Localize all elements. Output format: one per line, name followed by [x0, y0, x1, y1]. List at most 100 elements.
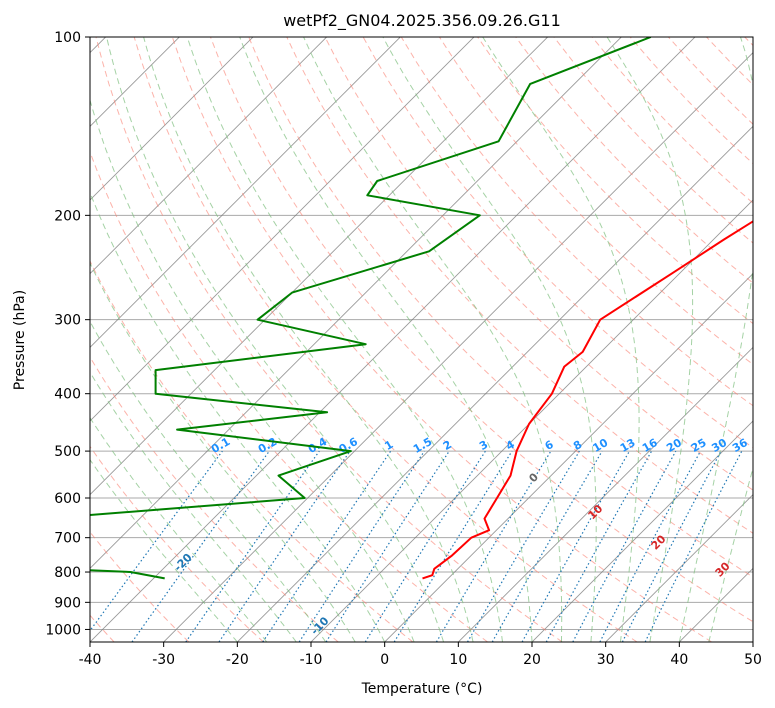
dry-adiabat-line [591, 37, 753, 204]
moist-adiabat-line [143, 37, 474, 642]
mixing-ratio-line [572, 450, 677, 642]
y-tick-label: 600 [54, 491, 81, 507]
isotherm-line [752, 641, 753, 642]
mixing-ratio-lines [90, 450, 743, 642]
isotherm-line [90, 37, 696, 642]
isotherm-line [310, 199, 753, 642]
dry-adiabat-line [400, 37, 753, 407]
dry-adiabat-line [90, 150, 488, 642]
isotherm-line [457, 346, 753, 642]
moist-adiabat-line [106, 37, 445, 642]
isotherm-line [236, 125, 753, 642]
isotherm-line [531, 420, 753, 642]
moist-adiabat-label: 10 [585, 502, 605, 522]
mixing-ratio-line [185, 450, 320, 642]
y-axis-label: Pressure (hPa) [12, 290, 28, 390]
moist-adiabat-lines [90, 37, 753, 642]
x-tick-label: 50 [744, 652, 762, 668]
plot-frame [89, 36, 754, 643]
dry-adiabat-line [770, 24, 775, 642]
dry-adiabat-line [248, 37, 753, 578]
moist-adiabat-line [90, 416, 268, 642]
mixing-ratio-line [545, 450, 653, 642]
plot-area: 0.10.20.40.611.52346810131620253036-100-… [0, 10, 775, 654]
dry-adiabat-line [209, 37, 753, 623]
mixing-ratio-label: 30 [709, 436, 729, 455]
dry-adiabat-line [133, 37, 638, 642]
dewpoint-line [90, 37, 652, 580]
isotherm-line [163, 52, 753, 642]
y-tick-label: 400 [54, 387, 81, 403]
moist-adiabat-line [606, 37, 694, 642]
y-tick-label: 800 [54, 565, 81, 581]
mixing-ratio-label: 10 [591, 436, 611, 455]
mixing-ratio-line [364, 450, 486, 642]
isotherm-line [90, 37, 549, 496]
mixing-ratio-line [218, 450, 351, 642]
moist-adiabat-line [482, 37, 640, 642]
dry-adiabat-lines [90, 24, 775, 642]
dry-adiabat-line [90, 445, 264, 642]
mixing-ratio-line [90, 450, 223, 632]
isotherm-line [90, 37, 328, 275]
dry-adiabat-line [515, 37, 753, 284]
y-tick-label: 900 [54, 595, 81, 611]
mixing-ratio-label: 25 [689, 436, 709, 455]
isotherm-line [678, 567, 753, 642]
moist-adiabat-line [678, 37, 753, 642]
moist-adiabat-line [382, 37, 597, 642]
moist-adiabat-line [303, 37, 563, 642]
x-tick-label: 20 [523, 652, 541, 668]
mixing-ratio-line [298, 450, 425, 642]
moist-adiabat-line [90, 261, 356, 642]
moist-adiabat-line [90, 371, 297, 642]
mixing-ratio-label: 36 [730, 436, 750, 455]
series-lines [90, 37, 753, 580]
dry-adiabat-line [90, 531, 190, 642]
x-tick-label: -20 [226, 652, 249, 668]
x-axis-ticks: -40 -30 -20 -10 0 10 20 30 40 50 [79, 642, 762, 668]
mixing-ratio-label: 20 [664, 436, 684, 455]
y-tick-label: 100 [54, 30, 81, 46]
dry-adiabat-line [438, 37, 753, 366]
mixing-ratio-label: 16 [640, 436, 660, 455]
dry-adiabat-line [477, 37, 753, 325]
isotherm-line [90, 37, 622, 569]
y-tick-label: 500 [54, 444, 81, 460]
moist-adiabat-line [90, 458, 238, 642]
dry-adiabat-line [90, 356, 339, 642]
dry-adiabat-line [171, 37, 712, 642]
y-tick-label: 300 [54, 313, 81, 329]
dry-adiabat-line [667, 37, 753, 125]
isotherm-line [90, 37, 254, 201]
x-tick-label: 40 [670, 652, 688, 668]
mixing-ratio-line [262, 450, 392, 642]
y-tick-label: 200 [54, 208, 81, 224]
moist-adiabat-line [90, 191, 386, 642]
x-tick-label: -40 [79, 652, 102, 668]
dry-adiabat-line [705, 37, 753, 86]
isotherm-line [0, 10, 59, 654]
isotherm-line [90, 37, 180, 127]
moist-adiabat-line [708, 466, 753, 642]
mixing-ratio-line [521, 450, 631, 642]
mixing-ratio-line [599, 450, 702, 642]
y-tick-label: 700 [54, 531, 81, 547]
dry-adiabat-line [90, 259, 414, 642]
mixing-ratio-line [131, 450, 270, 642]
x-axis-label: Temperature (°C) [361, 681, 483, 697]
isotherm-line [90, 37, 475, 422]
x-tick-label: 10 [449, 652, 467, 668]
y-tick-label: 1000 [45, 622, 81, 638]
x-tick-label: -10 [300, 652, 323, 668]
temperature-line [422, 220, 753, 580]
mixing-ratio-line [466, 450, 580, 642]
moist-adiabat-line [90, 98, 415, 642]
y-axis-ticks: 100 200 300 400 500 600 700 800 900 1000 [45, 30, 90, 638]
mixing-ratio-line [325, 450, 450, 642]
moist-adiabat-line [186, 37, 503, 642]
x-tick-label: 30 [597, 652, 615, 668]
chart-title: wetPf2_GN04.2025.356.09.26.G11 [283, 11, 561, 31]
pressure-gridlines [90, 37, 753, 630]
